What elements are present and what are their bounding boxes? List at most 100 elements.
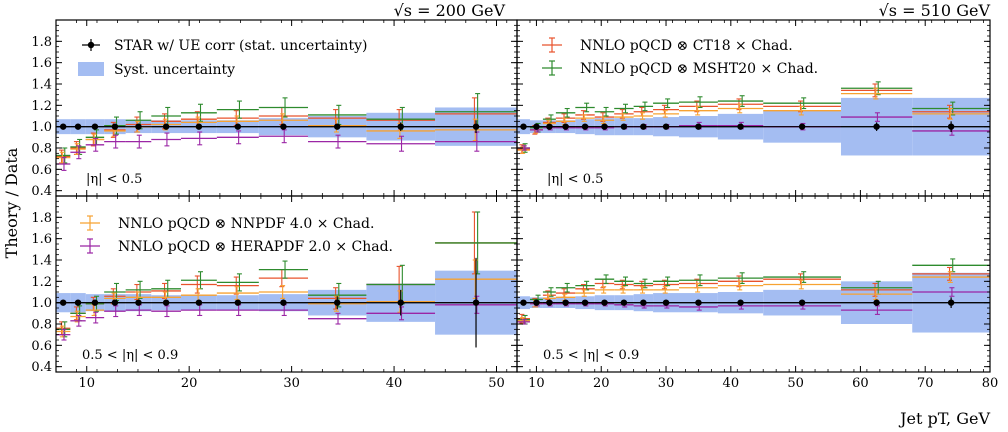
data-point: [562, 299, 569, 306]
data-point: [737, 123, 744, 130]
legend-bottom-left: NNLO pQCD ⊗ NNPDF 4.0 × Chad. NNLO pQCD ⊗…: [80, 215, 393, 255]
y-tick-label: 0.8: [31, 318, 52, 333]
data-point: [873, 299, 880, 306]
y-tick-label: 0.4: [31, 184, 52, 199]
legend-syst-label: Syst. uncertainty: [114, 62, 235, 78]
data-point: [195, 299, 203, 306]
data-point: [562, 123, 569, 130]
data-point: [798, 299, 806, 306]
y-tick-label: 1.8: [31, 35, 52, 50]
x-tick-label: 10: [78, 376, 95, 391]
region-label: 0.5 < |η| < 0.9: [82, 348, 178, 363]
energy-label-510: √s = 510 GeV: [879, 1, 991, 20]
data-point: [59, 123, 67, 130]
x-tick-label: 80: [982, 376, 999, 391]
data-point: [546, 299, 553, 306]
data-point: [601, 123, 608, 130]
series-star: [517, 121, 990, 132]
y-tick-label: 1.0: [31, 120, 52, 135]
data-point: [111, 299, 119, 306]
data-point: [59, 299, 67, 306]
series-nnpdf: [517, 87, 990, 154]
y-tick-label: 1.6: [31, 56, 52, 71]
region-label: |η| < 0.5: [547, 172, 603, 187]
legend-hera-label: NNLO pQCD ⊗ HERAPDF 2.0 × Chad.: [118, 239, 393, 255]
data-point: [695, 299, 702, 306]
y-tick-label: 1.4: [31, 78, 52, 93]
y-tick-label: 0.4: [31, 360, 52, 375]
data-point: [397, 123, 404, 130]
x-tick-label: 10: [528, 376, 545, 391]
y-tick-label: 1.6: [31, 232, 52, 247]
data-point: [74, 299, 82, 306]
y-tick-label: 1.8: [31, 211, 52, 226]
data-point: [533, 123, 540, 130]
plot-area: [56, 211, 517, 348]
data-point: [280, 123, 287, 130]
legend-top-left: STAR w/ UE corr (stat. uncertainty) Syst…: [78, 38, 367, 78]
data-point: [798, 123, 806, 130]
series-hera: [56, 129, 517, 171]
panel-bottom-right: 10 20 30 40 50 60 70 80 0.5 < |η| < 0.9: [516, 195, 999, 391]
legend-ct18-label: NNLO pQCD ⊗ CT18 × Chad.: [580, 38, 793, 54]
data-point: [695, 123, 702, 130]
panel-frame: [516, 195, 991, 373]
data-point: [74, 123, 82, 130]
data-point: [640, 123, 647, 130]
data-point: [397, 299, 404, 306]
data-point: [737, 299, 744, 306]
data-point: [334, 123, 341, 130]
series-star: [517, 297, 990, 308]
data-point: [520, 123, 527, 130]
data-point: [111, 123, 119, 130]
data-point: [234, 123, 242, 130]
panels: 0.4 0.6 0.8 1.0 1.2 1.4 1.6 1.8 |η| < 0.5 |η| < 0…: [31, 19, 999, 391]
y-tick-label: 0.8: [31, 142, 52, 157]
plot-area: [517, 81, 990, 156]
x-tick-label: 30: [283, 376, 300, 391]
data-point: [135, 299, 142, 306]
data-point: [581, 123, 589, 130]
legend-star-label: STAR w/ UE corr (stat. uncertainty): [114, 38, 367, 54]
data-point: [135, 123, 142, 130]
data-point: [162, 123, 170, 130]
series-star: [56, 257, 517, 348]
x-tick-label: 30: [658, 376, 675, 391]
y-axis-title: Theory / Data: [2, 147, 21, 258]
data-point: [873, 123, 880, 130]
data-point: [947, 299, 955, 306]
x-tick-label: 40: [723, 376, 740, 391]
y-tick-label: 0.6: [31, 163, 52, 178]
y-tick-label: 1.2: [31, 99, 52, 114]
data-point: [91, 123, 99, 130]
data-point: [662, 123, 670, 130]
legend-hera: NNLO pQCD ⊗ HERAPDF 2.0 × Chad.: [80, 238, 393, 255]
data-point: [662, 299, 670, 306]
data-point: [280, 299, 287, 306]
plot-area: [517, 258, 990, 333]
x-tick-label: 50: [787, 376, 804, 391]
panel-top-left: 0.4 0.6 0.8 1.0 1.2 1.4 1.6 1.8 |η| < 0.5: [31, 19, 518, 199]
data-point: [620, 299, 628, 306]
legend-nnpdf-label: NNLO pQCD ⊗ NNPDF 4.0 × Chad.: [118, 216, 374, 232]
x-tick-label: 40: [386, 376, 403, 391]
data-point: [581, 299, 589, 306]
data-point: [472, 123, 480, 130]
data-point: [947, 123, 955, 130]
y-tick-label: 1.2: [31, 275, 52, 290]
y-tick-label: 1.0: [31, 296, 52, 311]
data-point: [91, 299, 99, 306]
legend-msht: NNLO pQCD ⊗ MSHT20 × Chad.: [542, 60, 818, 77]
region-label: 0.5 < |η| < 0.9: [543, 348, 639, 363]
legend-ct18: NNLO pQCD ⊗ CT18 × Chad.: [542, 37, 793, 54]
y-tick-label: 0.6: [31, 339, 52, 354]
x-tick-label: 20: [181, 376, 198, 391]
data-point: [640, 299, 647, 306]
region-label: |η| < 0.5: [86, 172, 142, 187]
legend-top-right: NNLO pQCD ⊗ CT18 × Chad. NNLO pQCD ⊗ MSHT…: [542, 37, 818, 77]
legend-syst-swatch: [78, 62, 104, 76]
legend-nnpdf: NNLO pQCD ⊗ NNPDF 4.0 × Chad.: [80, 215, 374, 232]
y-tick-label: 1.4: [31, 254, 52, 269]
data-point: [546, 123, 553, 130]
